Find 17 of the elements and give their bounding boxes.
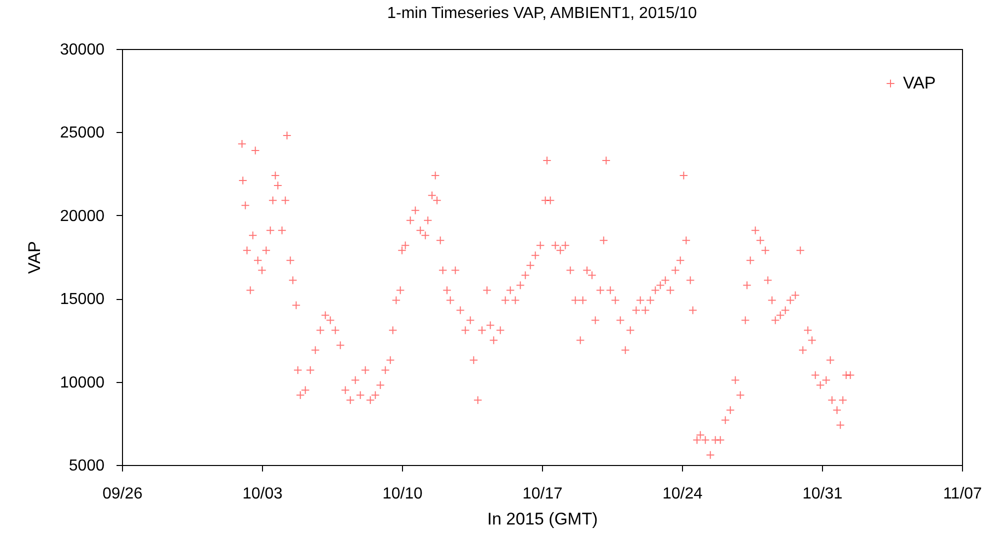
x-tick-label: 09/26 — [102, 486, 143, 502]
y-tick-label: 25000 — [60, 124, 105, 142]
x-axis-title: In 2015 (GMT) — [487, 510, 598, 528]
legend-label: VAP — [903, 74, 936, 92]
x-tick-label: 10/31 — [802, 486, 843, 502]
x-tick-label: 10/03 — [242, 486, 283, 502]
chart-title: 1-min Timeseries VAP, AMBIENT1, 2015/10 — [387, 5, 697, 22]
y-tick-label: 20000 — [60, 208, 105, 225]
x-tick-label: 10/10 — [382, 486, 423, 502]
x-tick-label: 11/07 — [943, 486, 982, 502]
x-tick-label: 10/24 — [662, 486, 703, 502]
y-tick-label: 5000 — [68, 458, 105, 474]
y-axis-title: VAP — [25, 241, 44, 274]
y-tick-label: 30000 — [60, 42, 105, 58]
y-tick-label: 15000 — [60, 291, 105, 308]
y-tick-label: 10000 — [60, 374, 105, 392]
x-tick-label: 10/17 — [522, 486, 563, 502]
